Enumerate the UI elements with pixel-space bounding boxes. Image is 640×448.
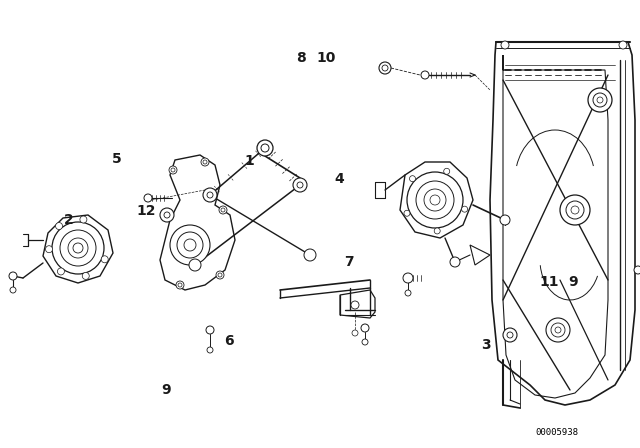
Circle shape: [178, 283, 182, 287]
Text: 4: 4: [334, 172, 344, 186]
Circle shape: [203, 188, 217, 202]
Circle shape: [218, 273, 222, 277]
Circle shape: [304, 249, 316, 261]
Circle shape: [434, 228, 440, 234]
Circle shape: [219, 206, 227, 214]
Circle shape: [58, 268, 65, 275]
Circle shape: [177, 232, 203, 258]
Circle shape: [361, 324, 369, 332]
Circle shape: [500, 215, 510, 225]
Circle shape: [404, 210, 410, 216]
Circle shape: [80, 216, 87, 223]
Circle shape: [362, 339, 368, 345]
Circle shape: [9, 272, 17, 280]
Circle shape: [501, 41, 509, 49]
Circle shape: [261, 144, 269, 152]
Text: 1: 1: [244, 154, 255, 168]
Circle shape: [206, 326, 214, 334]
Circle shape: [169, 166, 177, 174]
Text: 3: 3: [481, 338, 492, 352]
Circle shape: [619, 41, 627, 49]
Circle shape: [189, 259, 201, 271]
Circle shape: [421, 71, 429, 79]
Circle shape: [507, 332, 513, 338]
Circle shape: [351, 301, 359, 309]
Circle shape: [201, 158, 209, 166]
Circle shape: [560, 195, 590, 225]
Circle shape: [207, 192, 213, 198]
Circle shape: [405, 290, 411, 296]
Circle shape: [597, 97, 603, 103]
Circle shape: [184, 239, 196, 251]
Circle shape: [170, 225, 210, 265]
Circle shape: [352, 330, 358, 336]
Circle shape: [216, 271, 224, 279]
Circle shape: [634, 266, 640, 274]
Circle shape: [203, 160, 207, 164]
Circle shape: [461, 206, 468, 212]
Circle shape: [297, 182, 303, 188]
Circle shape: [207, 347, 213, 353]
Text: 6: 6: [224, 334, 234, 349]
Circle shape: [444, 168, 450, 174]
Circle shape: [571, 206, 579, 214]
Circle shape: [503, 328, 517, 342]
Circle shape: [430, 195, 440, 205]
Circle shape: [68, 238, 88, 258]
Circle shape: [10, 287, 16, 293]
Circle shape: [293, 178, 307, 192]
Circle shape: [551, 323, 565, 337]
Circle shape: [555, 327, 561, 333]
Circle shape: [176, 281, 184, 289]
Circle shape: [593, 93, 607, 107]
Text: 5: 5: [111, 152, 122, 166]
Circle shape: [450, 257, 460, 267]
Text: 9: 9: [568, 275, 578, 289]
Circle shape: [382, 65, 388, 71]
Text: 9: 9: [161, 383, 172, 397]
Circle shape: [60, 230, 96, 266]
Circle shape: [403, 273, 413, 283]
Text: 8: 8: [296, 51, 306, 65]
Circle shape: [73, 243, 83, 253]
Circle shape: [83, 272, 89, 280]
Circle shape: [221, 208, 225, 212]
Text: 10: 10: [317, 51, 336, 65]
Text: 12: 12: [136, 203, 156, 218]
Circle shape: [566, 201, 584, 219]
Circle shape: [410, 176, 415, 182]
Circle shape: [45, 246, 52, 253]
Circle shape: [171, 168, 175, 172]
Circle shape: [407, 172, 463, 228]
Circle shape: [52, 222, 104, 274]
Circle shape: [416, 181, 454, 219]
Circle shape: [101, 256, 108, 263]
Circle shape: [424, 189, 446, 211]
Circle shape: [160, 208, 174, 222]
Circle shape: [257, 140, 273, 156]
Circle shape: [546, 318, 570, 342]
Text: 00005938: 00005938: [535, 428, 579, 437]
Text: 7: 7: [344, 255, 354, 269]
Circle shape: [379, 62, 391, 74]
Text: 2: 2: [64, 212, 74, 227]
Text: 11: 11: [540, 275, 559, 289]
Circle shape: [164, 212, 170, 218]
Circle shape: [56, 223, 63, 229]
Circle shape: [144, 194, 152, 202]
Circle shape: [588, 88, 612, 112]
